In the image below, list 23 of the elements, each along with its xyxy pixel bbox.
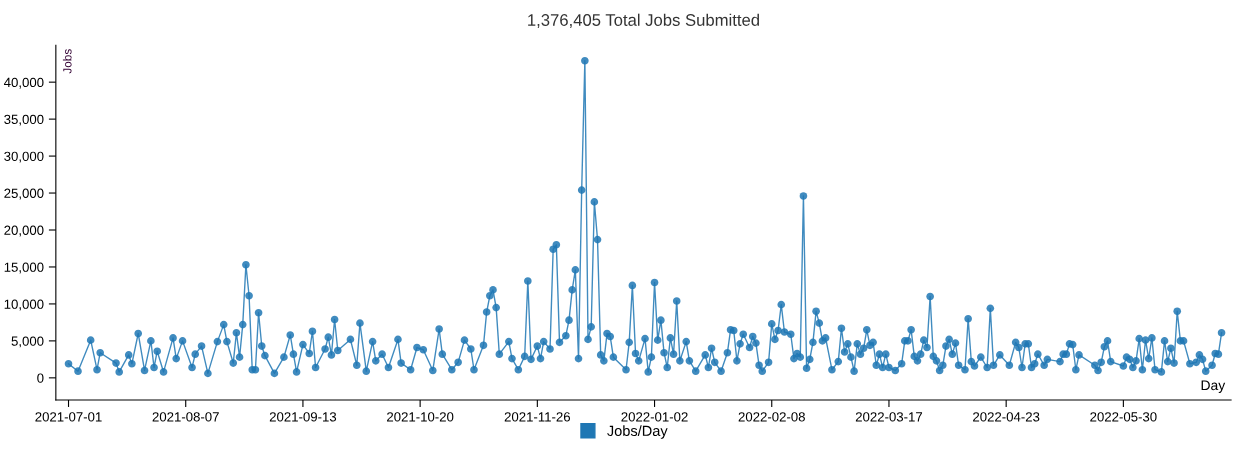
y-tick-label: 10,000 [4,299,44,311]
y-tick-label: 25,000 [4,188,44,200]
x-tick-label: 2022-05-30 [1090,412,1157,422]
x-tick-label: 2021-08-07 [152,412,219,422]
x-tick-label: 2021-07-01 [35,412,102,422]
legend-label: Jobs/Day [607,425,668,439]
x-tick-label: 2022-01-02 [621,412,688,422]
x-tick-label: 2022-03-17 [855,412,923,422]
y-tick-label: 40,000 [3,77,44,89]
x-tick-label: 2021-11-26 [504,412,571,422]
y-tick-label: 35,000 [4,114,44,126]
x-tick-label: 2021-10-20 [387,412,454,422]
x-tick-label: 2022-02-08 [738,412,805,422]
y-tick-label: 0 [37,373,44,383]
x-tick-label: 2022-04-23 [973,412,1040,422]
y-tick-label: 15,000 [4,262,44,274]
x-tick-label: 2021-09-13 [269,412,337,422]
y-axis-title: Jobs [62,49,72,74]
x-axis-title: Day [1201,380,1226,393]
y-tick-label: 30,000 [4,151,44,163]
y-tick-label: 20,000 [4,225,44,237]
y-tick-label: 5,000 [11,336,44,348]
chart-title: 1,376,405 Total Jobs Submitted [528,13,759,28]
